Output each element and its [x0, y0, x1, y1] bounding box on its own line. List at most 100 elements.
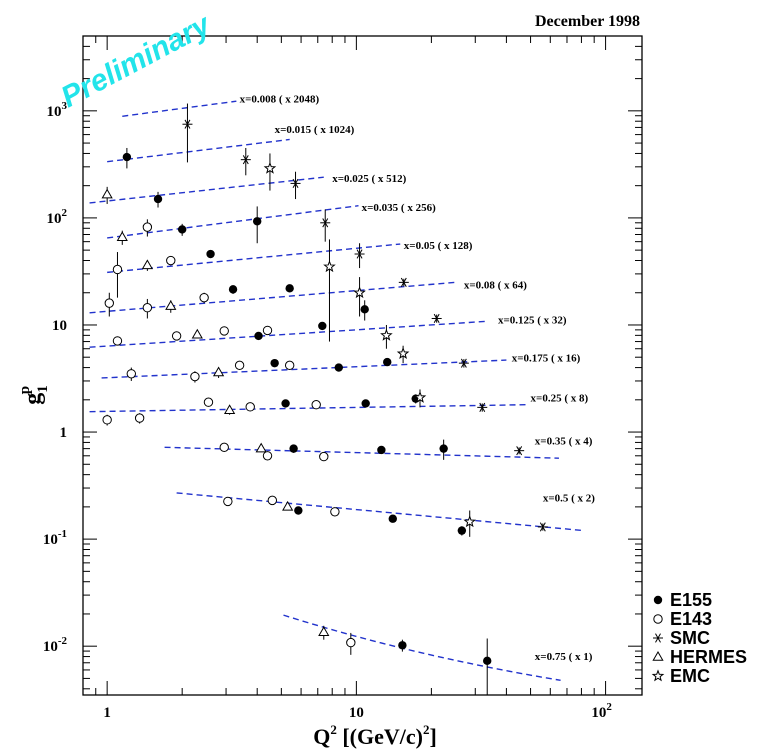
- marker-filled-circle: [153, 194, 163, 204]
- data-point-e143: [142, 298, 153, 319]
- marker-open-star: [413, 390, 427, 403]
- marker-open-circle: [199, 292, 209, 303]
- data-point-e143: [319, 451, 329, 462]
- marker-open-triangle: [652, 650, 664, 661]
- marker-open-circle: [311, 400, 321, 410]
- data-point-hermes: [116, 230, 128, 245]
- marker-open-circle: [653, 614, 663, 624]
- data-point-e143: [102, 414, 112, 426]
- tick-label-base: 10: [47, 104, 62, 120]
- marker-open-star: [263, 161, 277, 174]
- marker-filled-circle: [361, 399, 370, 408]
- tick-label-base: 10: [52, 318, 67, 334]
- data-point-hermes: [318, 625, 330, 640]
- data-point-e155: [383, 357, 392, 367]
- data-point-hermes: [223, 404, 236, 415]
- legend-label: E155: [670, 590, 712, 610]
- bin-label: x=0.08 ( x 64): [464, 279, 527, 291]
- data-point-e155: [153, 191, 163, 208]
- marker-open-circle: [126, 369, 137, 379]
- tick-label-base: 1: [60, 425, 68, 441]
- marker-open-star: [463, 515, 477, 528]
- data-points: [101, 103, 548, 695]
- marker-open-circle: [112, 336, 123, 346]
- marker-open-circle: [134, 413, 145, 423]
- data-point-e155: [252, 206, 262, 244]
- data-point-e155: [483, 638, 492, 695]
- tick-label-base: 10: [43, 639, 58, 655]
- fit-curve: [122, 100, 237, 117]
- tick-label-sup: 2: [606, 701, 612, 713]
- data-point-smc: [240, 147, 251, 176]
- marker-filled-circle: [122, 152, 132, 162]
- chart-title: December 1998: [535, 13, 640, 30]
- marker-open-circle: [190, 371, 200, 382]
- y-tick-label: 103: [47, 100, 68, 120]
- x-axis-unit: [(GeV/c): [337, 724, 423, 749]
- data-point-e155: [177, 223, 187, 236]
- fit-curve: [107, 138, 290, 163]
- marker-open-triangle: [255, 442, 267, 453]
- data-point-e143: [267, 495, 278, 506]
- marker-star-stroke: [400, 277, 407, 287]
- data-point-emc: [413, 389, 427, 408]
- marker-filled-circle: [206, 249, 215, 259]
- marker-filled-circle: [289, 444, 298, 453]
- marker-open-triangle: [212, 366, 225, 377]
- data-point-e155: [334, 363, 343, 372]
- marker-filled-circle: [653, 595, 663, 605]
- tick-label-base: 10: [591, 705, 606, 721]
- data-point-e155: [377, 445, 386, 455]
- x-tick-label: 102: [591, 701, 612, 721]
- marker-filled-circle: [483, 656, 492, 666]
- x-tick-label: 1: [103, 705, 111, 721]
- data-point-smc: [477, 402, 488, 412]
- data-point-e155: [439, 439, 448, 460]
- data-point-hermes: [141, 259, 153, 271]
- data-point-e143: [223, 496, 233, 507]
- data-point-e143: [311, 400, 321, 410]
- marker-filled-circle: [177, 225, 187, 234]
- marker-open-circle: [104, 298, 114, 308]
- marker-open-circle: [102, 415, 112, 425]
- data-point-e143: [166, 255, 176, 266]
- bin-label: x=0.175 ( x 16): [512, 353, 581, 365]
- bin-label: x=0.5 ( x 2): [543, 492, 595, 504]
- data-point-e143: [112, 336, 123, 346]
- data-point-e155: [122, 147, 132, 169]
- bin-label: x=0.015 ( x 1024): [275, 124, 355, 136]
- data-point-hermes: [165, 300, 177, 313]
- tick-label-sup: -2: [58, 635, 68, 647]
- data-point-hermes: [101, 186, 113, 204]
- bin-label: x=0.35 ( x 4): [535, 436, 593, 448]
- marker-filled-circle: [270, 358, 279, 368]
- tick-label-base: 10: [43, 532, 58, 548]
- data-point-hermes: [191, 328, 203, 339]
- data-point-e143: [330, 507, 340, 517]
- fit-curve: [89, 320, 486, 348]
- marker-open-triangle: [165, 300, 177, 310]
- legend-label: EMC: [670, 666, 710, 686]
- marker-star-stroke: [242, 155, 249, 165]
- data-point-e143: [346, 632, 356, 655]
- data-point-smc: [320, 209, 331, 242]
- data-point-e155: [294, 506, 303, 515]
- data-point-e155: [254, 331, 263, 341]
- bin-labels: x=0.008 ( x 2048) x=0.015 ( x 1024) x=0.02…: [240, 94, 596, 663]
- x-axis-unit-close: ]: [429, 724, 436, 749]
- marker-open-circle: [219, 326, 229, 336]
- legend-label: HERMES: [670, 647, 747, 667]
- legend-item-smc: SMC: [653, 628, 710, 648]
- axis-ticks: [82, 35, 642, 695]
- data-point-e155: [457, 526, 467, 536]
- x-axis-symbol-sup: 2: [330, 722, 337, 737]
- marker-open-circle: [219, 442, 229, 453]
- marker-open-star: [396, 347, 410, 359]
- bin-label: x=0.035 ( x 256): [362, 202, 436, 214]
- marker-filled-circle: [377, 445, 386, 455]
- marker-filled-circle: [318, 321, 327, 331]
- marker-star-stroke: [516, 446, 523, 456]
- data-point-emc: [353, 277, 366, 317]
